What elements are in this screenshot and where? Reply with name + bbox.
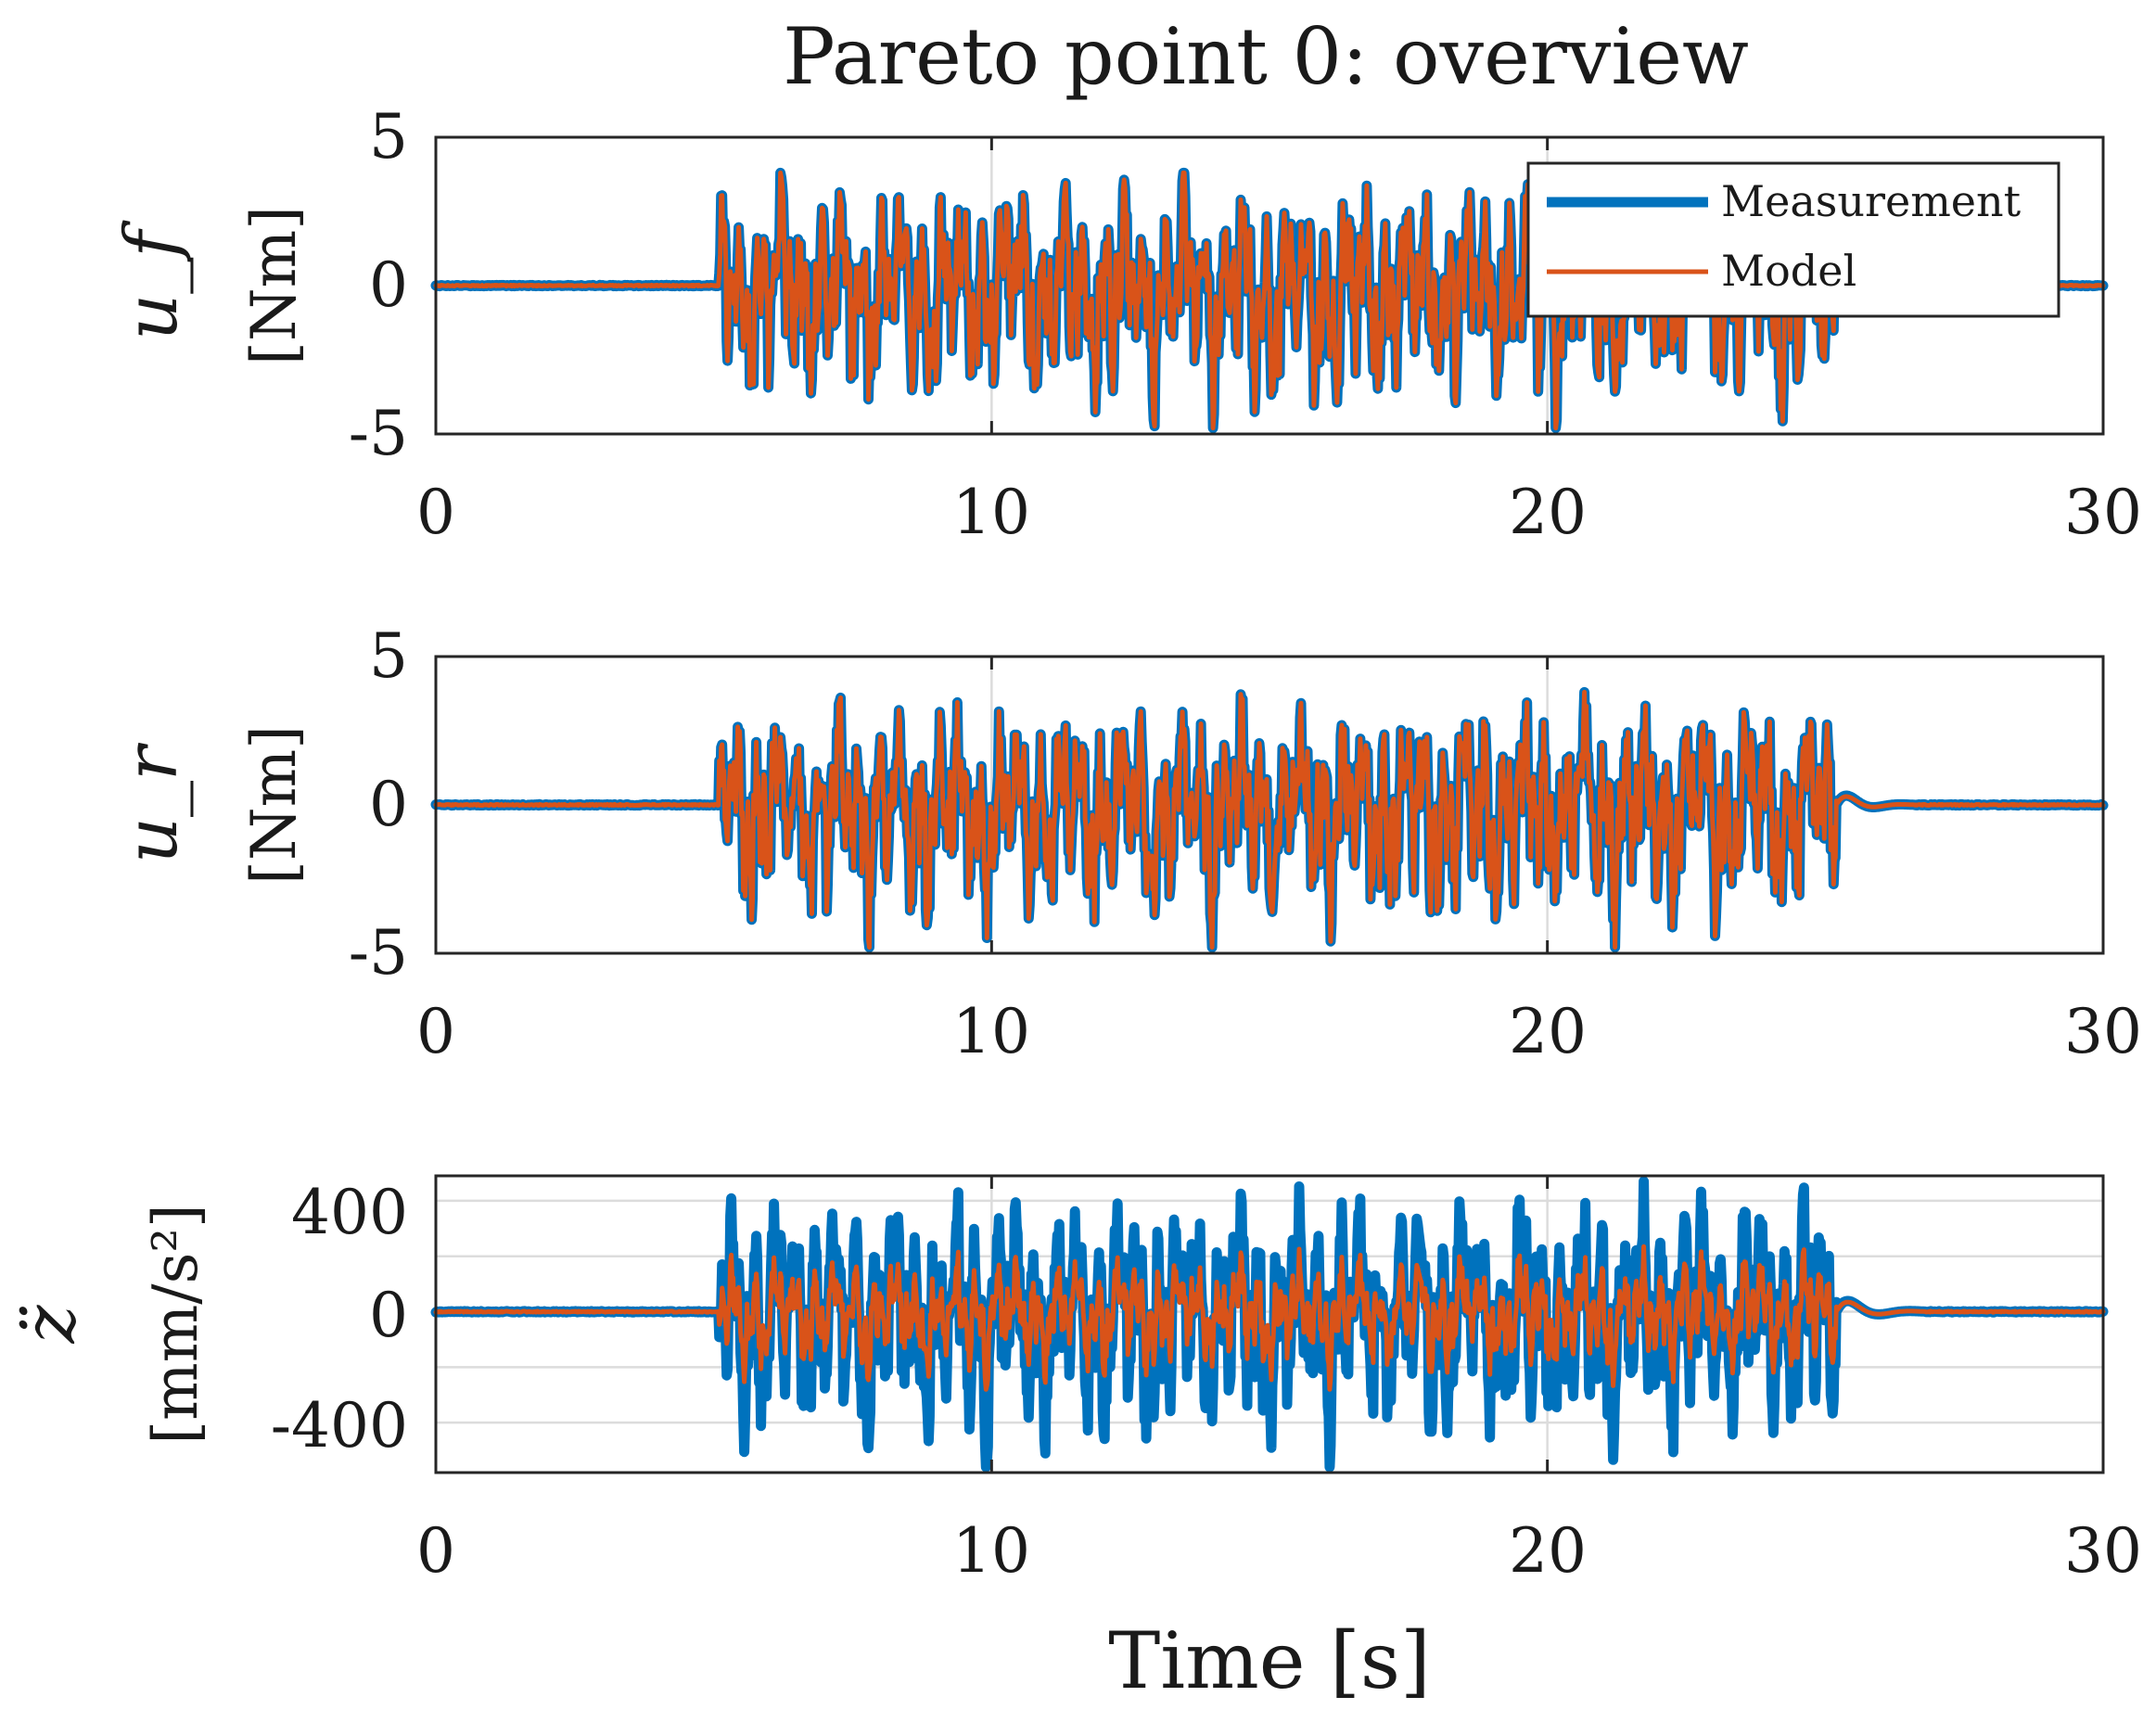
ytick-ur-5: 5	[369, 620, 408, 692]
xtick-zdd-10: 10	[952, 1515, 1030, 1587]
xtick-ur-20: 20	[1509, 996, 1587, 1067]
xtick-uf-30: 30	[2064, 477, 2142, 548]
axes-frame-uf	[434, 135, 2105, 436]
legend-measurement-label: Measurement	[1721, 176, 2022, 226]
model-line-ur	[433, 689, 2106, 950]
legend-model-label: Model	[1721, 246, 1856, 296]
xtick-uf-10: 10	[952, 477, 1030, 548]
ticks-ur	[434, 657, 2105, 953]
xtick-uf-20: 20	[1509, 477, 1587, 548]
ylabel-ur-symbol: u_r	[110, 742, 194, 863]
model-line-zdd	[433, 1244, 2106, 1392]
ytick-zdd-0: 0	[369, 1280, 408, 1351]
ytick-uf-5: 5	[369, 101, 408, 172]
axes-frame-ur	[434, 655, 2105, 955]
ylabel-zdd-unit: [mm/s²]	[140, 1204, 211, 1444]
ylabel-ur-unit: [Nm]	[238, 725, 310, 885]
panel-zdd: 400 0 -400 0 10 20 30 z̈ [mm/s²]	[8, 1174, 2142, 1587]
axes-frame-zdd	[434, 1174, 2105, 1474]
x-axis-label: Time [s]	[1108, 1615, 1431, 1706]
xtick-zdd-30: 30	[2064, 1515, 2142, 1587]
xtick-ur-0: 0	[416, 996, 455, 1067]
ytick-zdd-400: 400	[291, 1177, 408, 1248]
ytick-ur-0: 0	[369, 769, 408, 840]
panel-ur: 5 0 -5 0 10 20 30 u_r [Nm]	[110, 620, 2142, 1067]
xtick-zdd-0: 0	[416, 1515, 455, 1587]
ytick-zdd-neg400: -400	[271, 1390, 408, 1461]
ylabel-uf-symbol: u_f	[110, 220, 194, 340]
chart-title: Pareto point 0: overview	[783, 11, 1749, 102]
model-line-uf	[433, 170, 2106, 431]
xtick-uf-0: 0	[416, 477, 455, 548]
xtick-zdd-20: 20	[1509, 1515, 1587, 1587]
ytick-ur-neg5: -5	[349, 917, 408, 989]
ticks-uf	[434, 137, 2105, 434]
ytick-uf-neg5: -5	[349, 398, 408, 469]
ylabel-zdd-symbol: z̈	[8, 1305, 92, 1345]
ytick-uf-0: 0	[369, 249, 408, 321]
panel-uf: 5 0 -5 0 10 20 30 u_f [Nm]	[110, 101, 2142, 548]
xtick-ur-10: 10	[952, 996, 1030, 1067]
legend: Measurement Model	[1526, 161, 2060, 318]
xtick-ur-30: 30	[2064, 996, 2142, 1067]
ticks-zdd	[434, 1176, 2105, 1473]
legend-box	[1526, 161, 2060, 318]
ylabel-uf-unit: [Nm]	[238, 206, 310, 365]
